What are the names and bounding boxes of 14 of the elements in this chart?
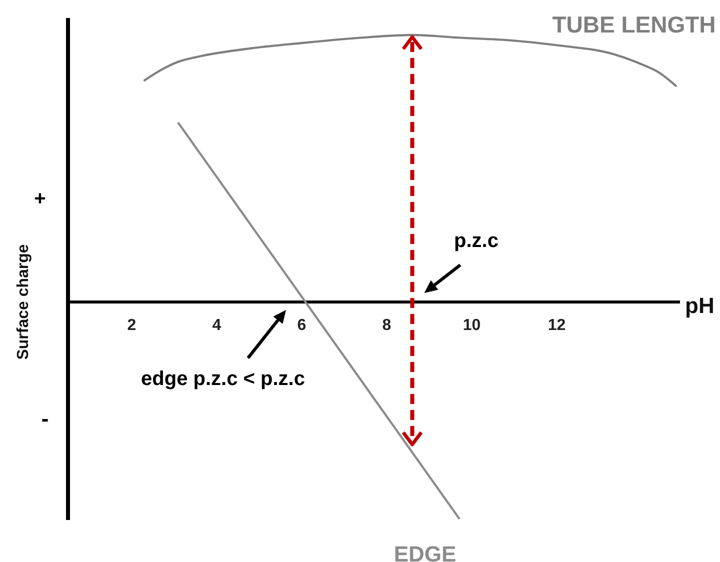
- x-tick-label: 10: [462, 317, 481, 334]
- y-axis-title: Surface charge: [15, 244, 32, 360]
- x-tick-label: 8: [382, 317, 392, 334]
- series-label: TUBE LENGTH: [552, 12, 716, 38]
- series-label: EDGE: [394, 541, 456, 562]
- text: +: [34, 188, 46, 210]
- x-axis-title: pH: [685, 293, 714, 318]
- ref-line-label: p.z.c: [454, 230, 498, 252]
- x-tick-label: 2: [127, 317, 136, 334]
- x-tick-label: 4: [212, 317, 222, 334]
- text: -: [41, 406, 49, 431]
- x-tick-label: 12: [548, 317, 566, 334]
- annotation: edge p.z.c < p.z.c: [141, 368, 305, 390]
- x-tick-label: 6: [297, 317, 306, 334]
